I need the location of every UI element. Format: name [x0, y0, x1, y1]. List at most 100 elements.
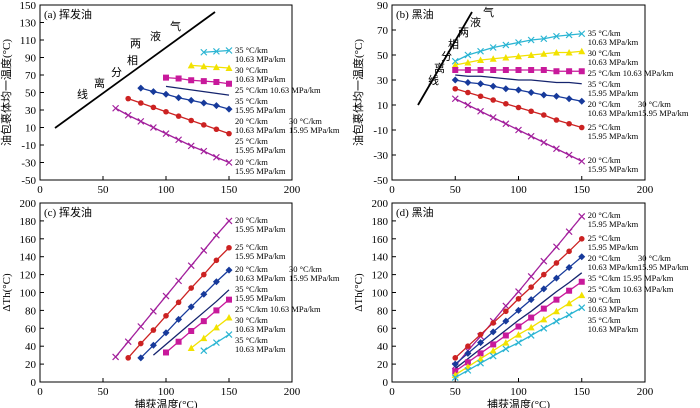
y-tick-label: 140: [372, 252, 389, 264]
marker: [175, 277, 183, 285]
marker: [200, 48, 208, 56]
marker: [125, 355, 131, 361]
marker: [175, 113, 182, 119]
marker: [515, 339, 522, 347]
marker: [226, 296, 232, 303]
marker: [477, 47, 484, 55]
series-label: 20 °C/km 15.95 MPa/km: [235, 214, 286, 234]
series-label: 35 °C/km 10.63 MPa/km: [587, 27, 639, 47]
y-tick-label: 80: [25, 305, 37, 317]
y-tick-label: 20: [377, 359, 389, 371]
x-tick-label: 100: [510, 386, 527, 398]
marker: [527, 296, 535, 304]
marker: [200, 78, 207, 85]
marker: [163, 349, 169, 356]
y-tick-label: 120: [20, 270, 37, 282]
marker: [540, 67, 547, 73]
y-tick-label: 50: [25, 88, 37, 100]
marker: [138, 100, 144, 106]
marker: [465, 89, 471, 96]
series-label: 30 °C/km 10.63 MPa/km: [235, 315, 286, 335]
x-tick-label: 50: [98, 386, 110, 398]
series-label: 30 °C/km 10.63 MPa/km: [587, 47, 639, 67]
marker: [515, 306, 522, 314]
y-axis-label: ΔTh(°C): [1, 273, 13, 312]
marker: [502, 85, 510, 93]
marker: [502, 120, 510, 128]
series-label: 30 °C/km 10.63 MPa/km: [235, 64, 286, 84]
marker: [540, 91, 548, 99]
panel-title: (c) 挥发油: [44, 205, 92, 219]
marker: [213, 257, 220, 264]
marker: [527, 132, 535, 140]
marker: [578, 97, 586, 105]
marker: [225, 64, 233, 71]
marker: [528, 284, 534, 290]
phase-label: 相: [127, 54, 138, 67]
marker: [464, 51, 472, 59]
series-line: [455, 74, 582, 85]
y-tick-label: 100: [20, 288, 37, 300]
marker: [226, 244, 232, 251]
marker: [528, 67, 535, 73]
marker: [225, 47, 233, 54]
phase-label: 分: [111, 66, 122, 79]
overlap-note: 30 °C/km 15.95 MPa/km: [289, 115, 340, 135]
marker: [200, 334, 208, 342]
y-tick-label: 200: [372, 198, 389, 210]
y-tick-label: 40: [25, 341, 37, 353]
marker: [527, 51, 535, 58]
marker: [477, 107, 484, 115]
marker: [137, 354, 145, 362]
marker: [490, 320, 497, 326]
marker: [540, 257, 548, 265]
y-tick-label: 180: [372, 216, 389, 228]
series-label: 35 °C/km 10.63 MPa/km: [235, 44, 286, 64]
marker: [527, 272, 535, 280]
marker: [188, 117, 194, 124]
marker: [175, 94, 183, 102]
x-tick-label: 200: [637, 386, 654, 398]
y-tick-label: 10: [377, 100, 389, 112]
phase-label: 线: [77, 87, 88, 101]
marker: [541, 271, 547, 278]
y-tick-label: 0: [31, 377, 37, 389]
marker: [451, 360, 459, 368]
marker: [540, 285, 548, 293]
marker: [124, 111, 132, 119]
marker: [565, 49, 573, 56]
phase-label: 分: [441, 50, 452, 63]
overlap-note: 30 °C/km 15.95 MPa/km: [638, 252, 689, 272]
marker: [212, 339, 220, 347]
marker: [578, 253, 586, 261]
x-axis-label: 捕获温度(°C): [487, 397, 550, 408]
marker: [187, 344, 195, 351]
x-tick-label: 200: [284, 386, 301, 398]
marker: [213, 307, 220, 314]
marker: [137, 84, 145, 92]
marker: [527, 332, 535, 339]
marker: [200, 318, 207, 325]
y-tick-label: 120: [372, 270, 389, 282]
panel-title: (d) 黑油: [396, 205, 434, 219]
phase-label: 气: [170, 19, 181, 33]
phase-label: 两: [458, 27, 469, 39]
marker: [502, 339, 510, 346]
marker: [527, 36, 535, 44]
marker: [565, 228, 573, 236]
series-label: 20 °C/km 10.63 MPa/km: [587, 98, 639, 118]
marker: [515, 104, 522, 111]
marker: [200, 247, 208, 254]
marker: [489, 347, 497, 354]
marker: [187, 142, 195, 150]
marker: [566, 120, 572, 127]
marker: [578, 47, 586, 55]
y-tick-label: 0: [383, 377, 389, 389]
y-tick-label: 150: [20, 0, 37, 12]
x-tick-label: 50: [98, 184, 110, 196]
marker: [528, 314, 535, 321]
marker: [187, 303, 195, 311]
marker: [477, 56, 485, 63]
marker: [175, 338, 182, 345]
series-label: 35 °C/km 15.95 MPa/km: [587, 272, 674, 283]
